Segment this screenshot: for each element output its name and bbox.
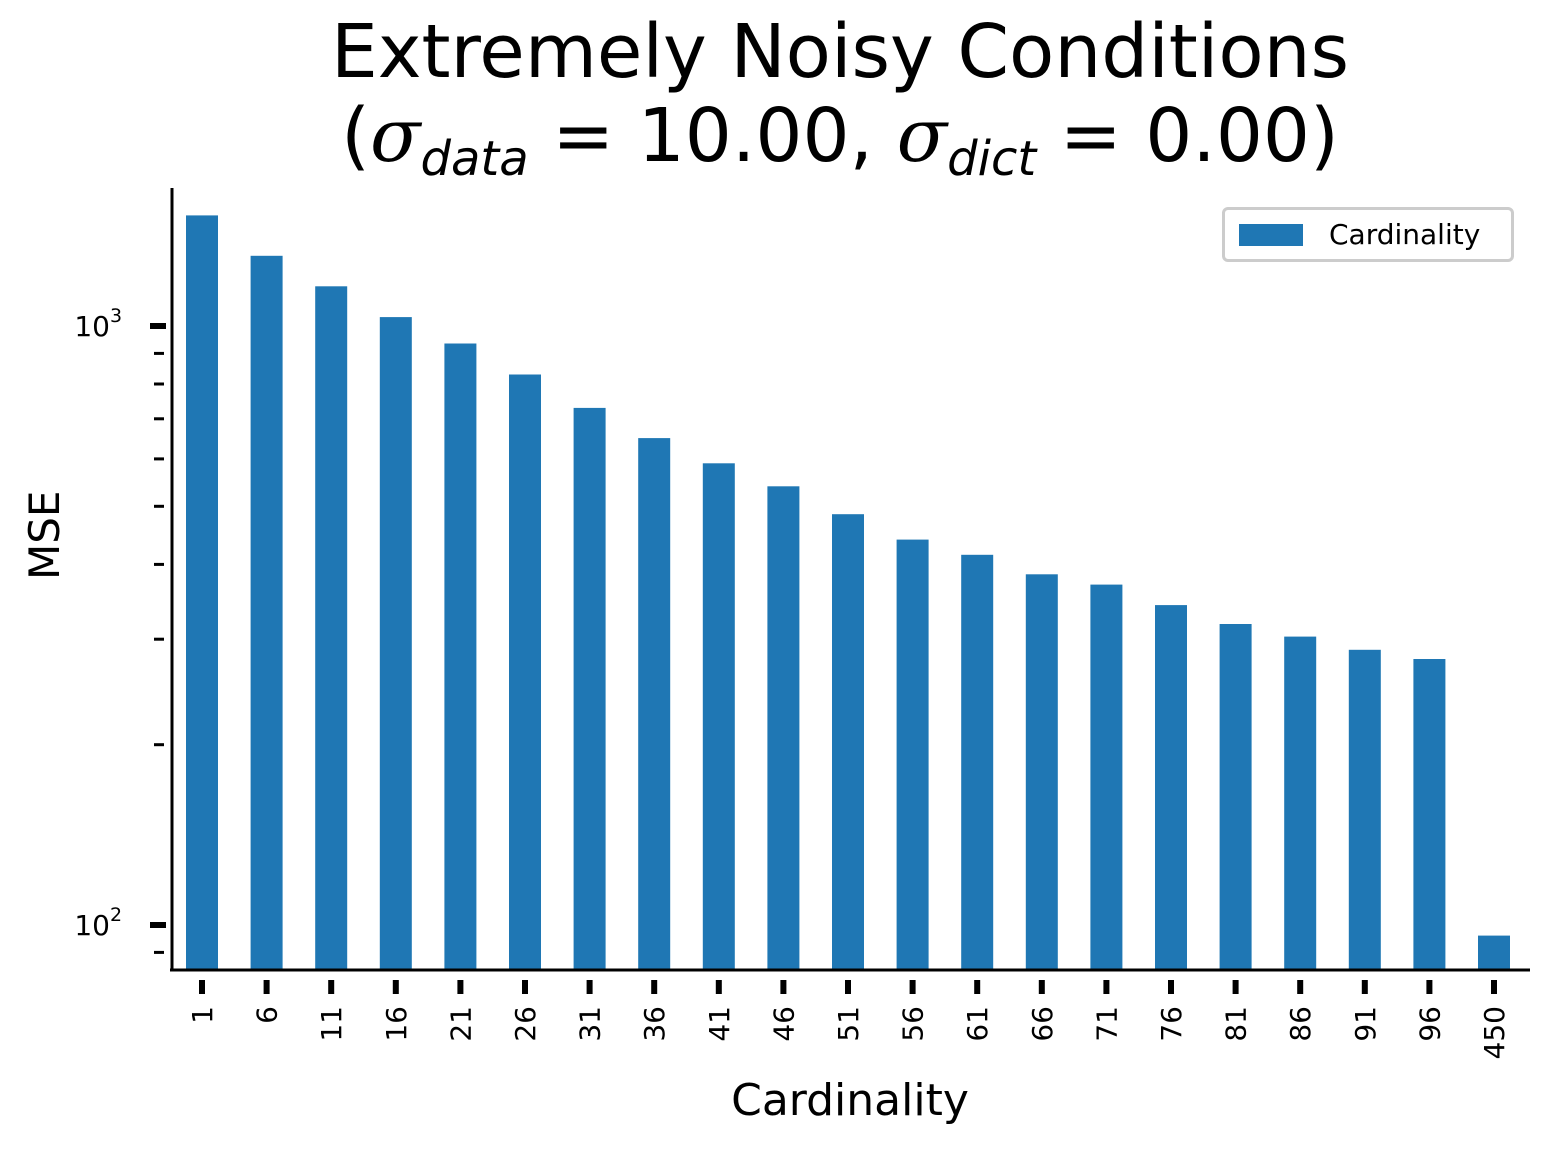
y-minor-tick [154,504,164,508]
y-tick-label-100: 10 [74,909,110,942]
y-major-tick-1000 [150,323,166,329]
bar-56 [896,539,929,970]
x-tick-46 [780,980,787,994]
y-major-tick-100 [150,922,166,928]
x-tick-51 [845,980,851,994]
legend-swatch [1239,224,1303,246]
x-tick-label-91: 91 [1349,1006,1382,1042]
x-tick-21 [457,980,464,994]
bar-450 [1478,935,1510,970]
x-tick-86 [1297,980,1304,994]
chart-title: Extremely Noisy Conditions (σdata = 10.0… [0,10,1550,201]
bar-86 [1284,636,1317,970]
x-tick-66 [1038,980,1045,994]
bar-21 [444,343,477,970]
y-axis-label: MSE [20,490,69,580]
x-tick-label-46: 46 [767,1006,800,1042]
x-tick-label-96: 96 [1413,1006,1446,1042]
x-tick-label-6: 6 [251,1006,284,1024]
x-tick-6 [263,980,270,994]
axes-layer: 1 6 11 16 21 26 31 36 41 46 51 56 61 66 71 76 81 86 91 96 45… [74,188,1530,1059]
bar-46 [767,486,800,970]
x-tick-91 [1361,980,1368,994]
y-minor-tick [154,562,164,566]
x-tick-61 [974,980,981,994]
x-tick-label-76: 76 [1155,1006,1188,1042]
bar-61 [961,554,994,970]
x-tick-label-450: 450 [1478,1006,1511,1059]
bar-51 [832,514,864,970]
bar-11 [315,286,348,970]
y-minor-tick [154,743,164,747]
bar-1 [186,215,218,970]
y-minor-tick [154,417,164,421]
legend: Cardinality [1222,207,1514,262]
bar-6 [250,255,283,971]
x-tick-label-21: 21 [444,1006,477,1042]
y-minor-tick [154,637,164,641]
y-minor-tick [154,351,164,355]
y-tick-exp-100: 2 [110,904,122,926]
x-tick-label-61: 61 [961,1006,994,1042]
bar-31 [573,407,606,970]
y-minor-tick [154,950,164,954]
x-tick-label-71: 71 [1090,1006,1123,1042]
bar-71 [1090,584,1123,970]
x-tick-1 [199,980,205,994]
bar-16 [379,317,412,971]
x-tick-label-26: 26 [509,1006,542,1042]
x-tick-16 [392,980,399,994]
title-text: Extremely Noisy Conditions [330,9,1350,95]
x-tick-81 [1232,980,1239,994]
y-minor-tick [154,457,164,461]
bar-91 [1348,649,1381,970]
bar-26 [509,374,541,970]
legend-label: Cardinality [1329,218,1481,251]
x-tick-label-66: 66 [1026,1006,1059,1042]
title-formula: (σdata = 10.00, σdict = 0.00) [341,93,1339,187]
x-tick-label-41: 41 [703,1006,736,1042]
x-tick-label-56: 56 [897,1006,930,1042]
x-tick-56 [909,980,916,994]
bar-81 [1219,624,1252,970]
x-tick-label-16: 16 [380,1006,413,1042]
x-tick-41 [715,980,722,994]
bar-36 [638,438,671,971]
x-tick-96 [1426,980,1433,994]
x-tick-label-51: 51 [832,1006,865,1042]
x-tick-label-11: 11 [315,1006,348,1042]
bar-76 [1155,605,1187,970]
x-axis-label: Cardinality [731,1075,969,1126]
x-tick-label-36: 36 [638,1006,671,1042]
x-tick-label-86: 86 [1284,1006,1317,1042]
x-tick-31 [586,980,593,994]
x-tick-36 [651,980,658,994]
x-tick-76 [1168,980,1174,994]
x-tick-11 [328,980,335,994]
x-tick-label-31: 31 [574,1006,607,1042]
bars-layer [186,215,1510,971]
x-tick-label-81: 81 [1220,1006,1253,1042]
bar-66 [1025,574,1058,970]
x-tick-26 [522,980,528,994]
x-tick-label-1: 1 [186,1006,219,1024]
y-minor-tick [154,382,164,386]
x-tick-450 [1491,980,1497,994]
bar-96 [1413,659,1446,970]
y-tick-label-1000: 10 [74,310,110,343]
bar-41 [702,463,735,970]
y-tick-exp-1000: 3 [110,305,122,327]
x-tick-71 [1103,980,1110,994]
